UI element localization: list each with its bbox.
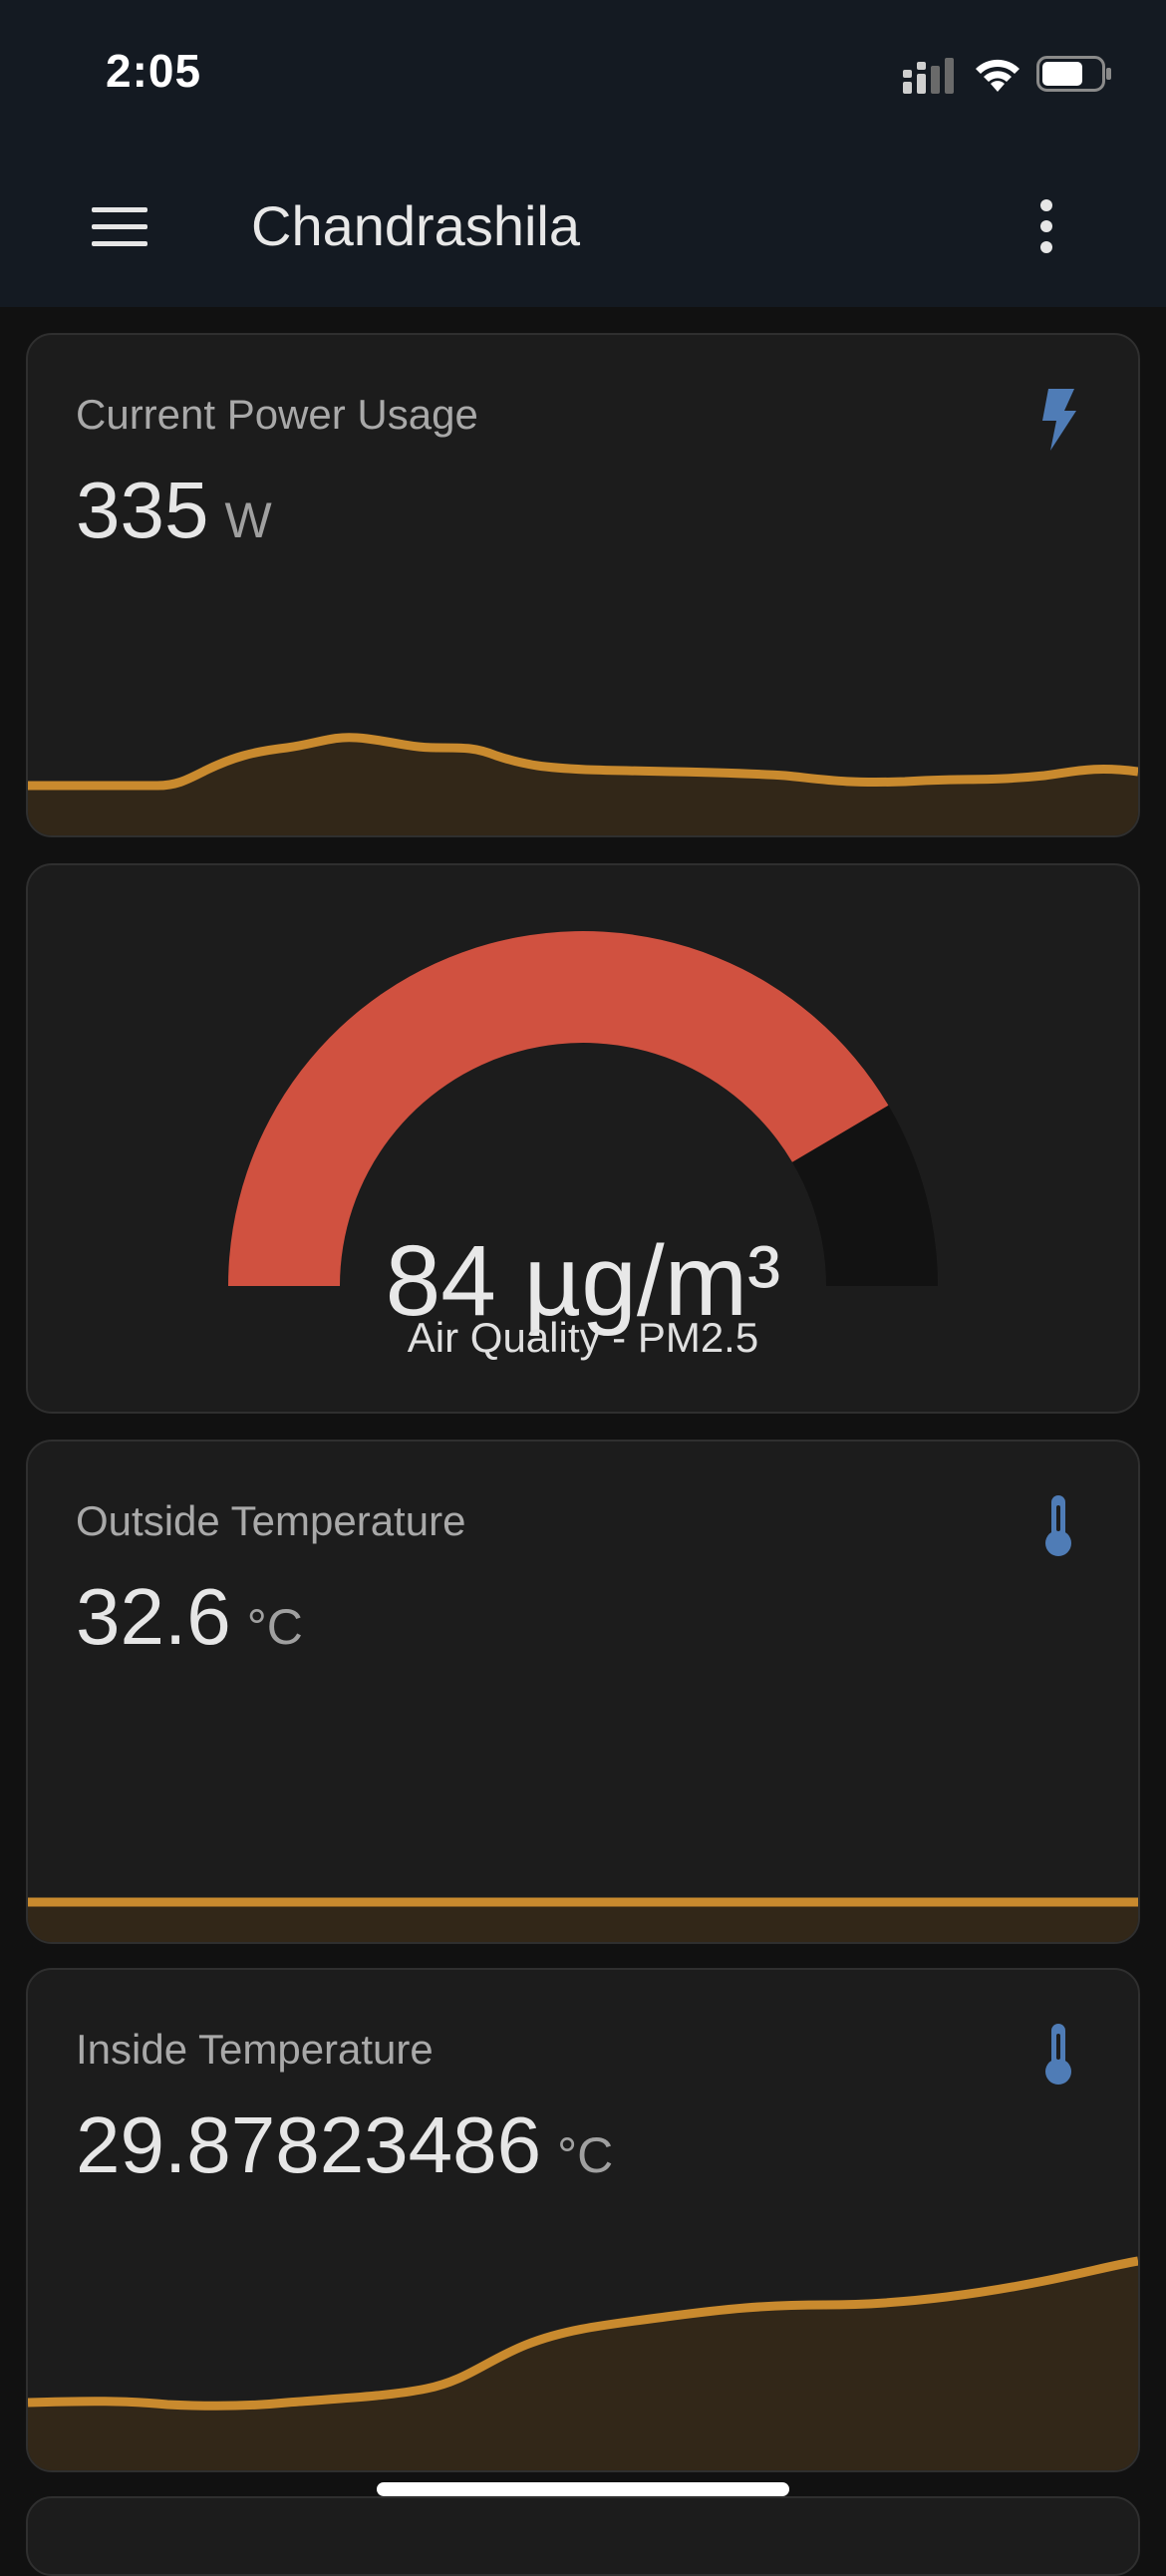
app-bar	[0, 150, 1166, 307]
status-bar: 2:05	[0, 0, 1166, 150]
inside-temp-value: 29.87823486	[76, 2100, 542, 2189]
gauge-fill	[228, 931, 889, 1286]
card-label: Current Power Usage	[76, 391, 478, 438]
power-unit: W	[224, 492, 272, 548]
inside-temp-unit: °C	[557, 2127, 614, 2183]
hamburger-menu-icon[interactable]	[84, 191, 155, 263]
outside-temp-sparkline	[28, 1897, 1138, 1942]
outside-temp-value: 32.6	[76, 1572, 231, 1661]
thermometer-icon	[1045, 1495, 1071, 1556]
more-vert-icon[interactable]	[1013, 191, 1084, 263]
power-value: 335	[76, 466, 209, 554]
next-card[interactable]	[26, 2496, 1140, 2576]
air-quality-gauge	[228, 931, 938, 1286]
cellular-signal-icon	[903, 58, 954, 94]
gauge-value: 84 µg/m³	[385, 1225, 781, 1337]
card-value: 29.87823486 °C	[76, 2099, 613, 2191]
card-label: Outside Temperature	[76, 1497, 466, 1544]
wifi-icon	[976, 59, 1020, 92]
status-time: 2:05	[106, 45, 202, 97]
outside-temperature-card[interactable]: Outside Temperature 32.6 °C	[26, 1440, 1140, 1944]
air-quality-card[interactable]: 84 µg/m³ Air Quality - PM2.5	[26, 863, 1140, 1414]
inside-temp-sparkline	[28, 2256, 1138, 2470]
gauge-name: Air Quality - PM2.5	[407, 1314, 759, 1361]
power-usage-card[interactable]: Current Power Usage 335 W	[26, 333, 1140, 837]
inside-temperature-card[interactable]: Inside Temperature 29.87823486 °C	[26, 1968, 1140, 2472]
card-value: 32.6 °C	[76, 1571, 303, 1663]
card-value: 335 W	[76, 465, 272, 556]
outside-temp-unit: °C	[246, 1599, 303, 1655]
thermometer-icon	[1045, 2024, 1071, 2085]
page-title: Chandrashila	[251, 194, 580, 257]
flash-icon	[1042, 389, 1076, 451]
power-sparkline	[28, 733, 1138, 835]
home-indicator[interactable]	[377, 2482, 789, 2496]
battery-icon	[1036, 56, 1111, 92]
card-label: Inside Temperature	[76, 2026, 434, 2073]
